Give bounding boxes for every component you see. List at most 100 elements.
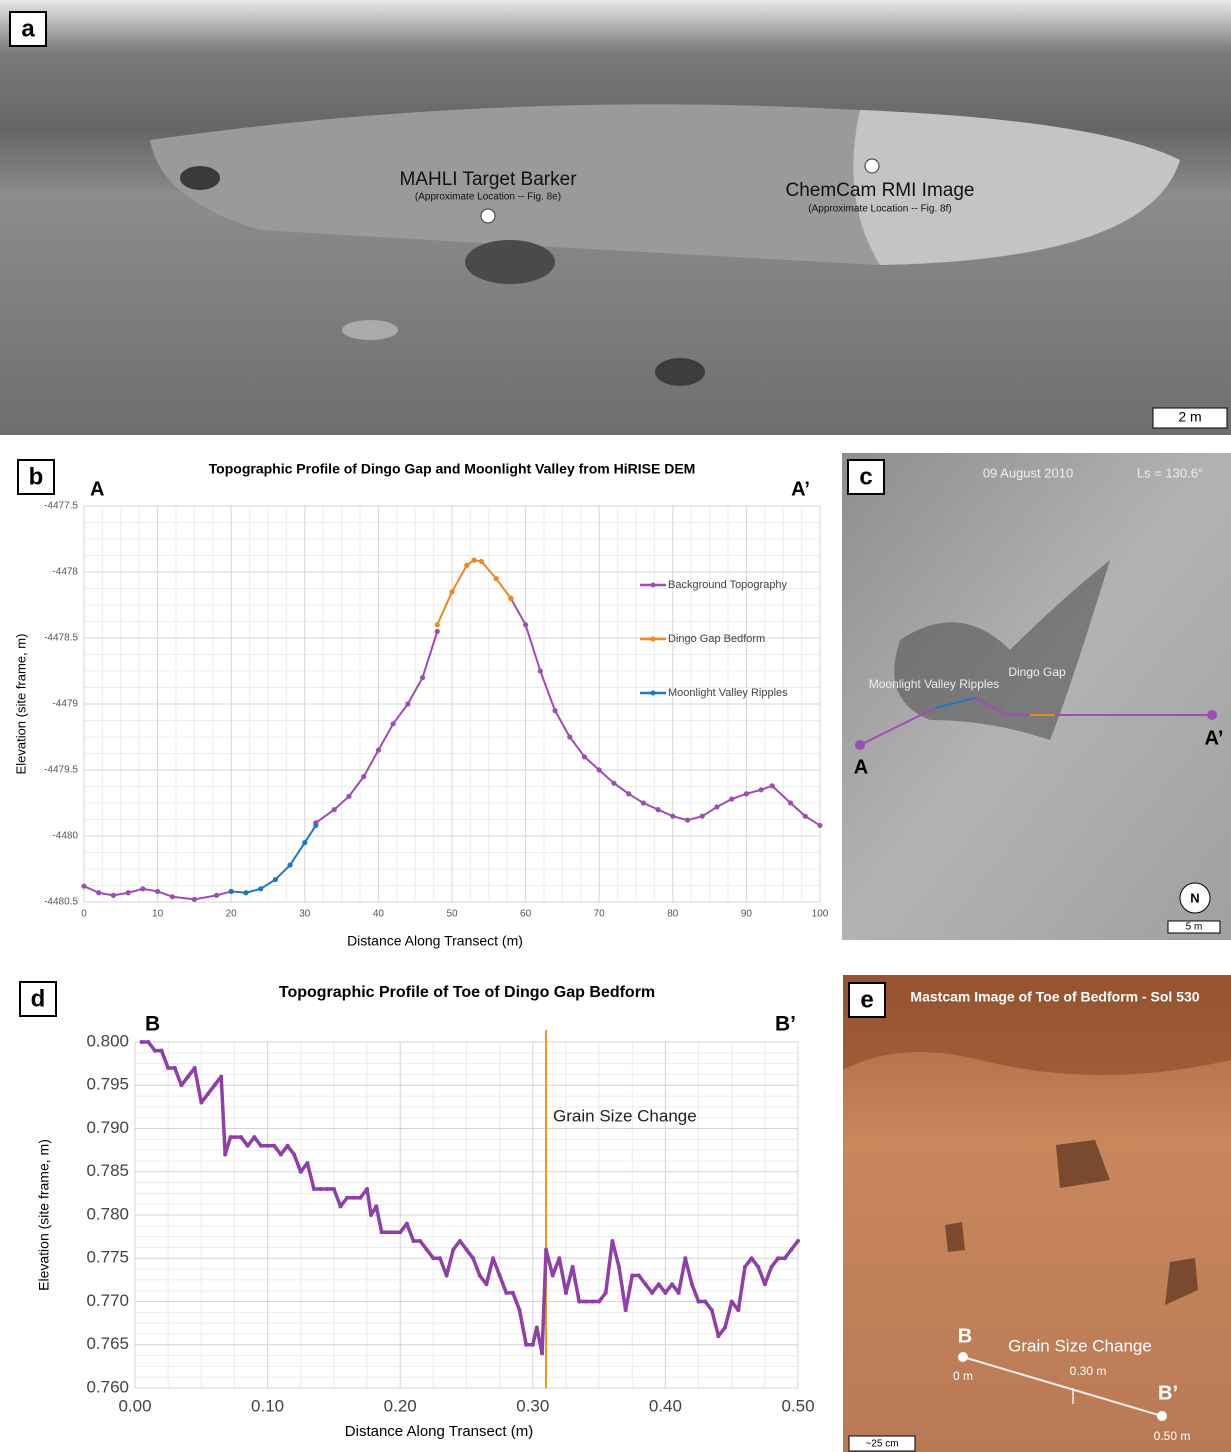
x-tick-label: 10 [152, 909, 164, 920]
distance-label: 0 m [953, 1369, 973, 1383]
data-point [405, 1222, 409, 1226]
y-tick-label: 0.765 [86, 1334, 129, 1353]
data-point [279, 1152, 283, 1156]
transect-end [1157, 1411, 1167, 1421]
x-tick-label: 60 [520, 909, 532, 920]
data-point [292, 1152, 296, 1156]
data-point [153, 1049, 157, 1053]
data-point [361, 774, 366, 779]
panel-label: e [860, 986, 873, 1013]
x-tick-label: 0.20 [384, 1396, 417, 1415]
data-point [258, 886, 263, 891]
data-point [564, 1291, 568, 1295]
data-point [524, 1343, 528, 1347]
data-point [213, 1083, 217, 1087]
data-point [677, 1291, 681, 1295]
transect-end-label: A [90, 478, 104, 500]
data-point [736, 1308, 740, 1312]
data-point [435, 629, 440, 634]
panel-c: c 09 August 2010 Ls = 130.6° Moonlight V… [842, 453, 1231, 940]
annotation: ChemCam RMI Image [786, 180, 975, 201]
data-point [663, 1291, 667, 1295]
transect-label: B’ [1158, 1382, 1178, 1404]
data-point [670, 1282, 674, 1286]
data-point [624, 1308, 628, 1312]
y-tick-label: 0.795 [86, 1075, 129, 1094]
y-tick-label: -4479 [52, 699, 78, 710]
data-point [743, 1265, 747, 1269]
scale-label: 5 m [1186, 922, 1203, 933]
data-point [199, 1101, 203, 1105]
x-axis-label: Distance Along Transect (m) [345, 1423, 533, 1440]
data-point [313, 823, 318, 828]
feature-label: Moonlight Valley Ripples [869, 677, 1000, 691]
data-point [346, 794, 351, 799]
y-tick-label: 0.780 [86, 1204, 129, 1223]
y-tick-label: -4477.5 [44, 501, 78, 512]
annotation: MAHLI Target Barker [399, 169, 577, 190]
rock [655, 358, 705, 386]
location-marker [481, 209, 495, 223]
transect-label: A’ [1205, 727, 1224, 749]
panel-label: d [31, 985, 46, 1012]
transect-end-label: A’ [791, 478, 810, 500]
panel-a: a MAHLI Target Barker (Approximate Locat… [0, 0, 1231, 435]
data-point [770, 783, 775, 788]
data-point [730, 1300, 734, 1304]
data-point [228, 1135, 232, 1139]
data-point [714, 804, 719, 809]
x-tick-label: 80 [667, 909, 679, 920]
data-point [272, 1144, 276, 1148]
x-tick-label: 0.50 [781, 1396, 814, 1415]
data-point [420, 675, 425, 680]
data-point [170, 894, 175, 899]
x-tick-label: 30 [299, 909, 311, 920]
data-point [479, 559, 484, 564]
data-point [584, 1300, 588, 1304]
scale-label: 2 m [1178, 409, 1201, 425]
data-point [140, 1040, 144, 1044]
data-point [538, 668, 543, 673]
data-point [285, 1144, 289, 1148]
annotation: Grain Size Change [1008, 1336, 1152, 1355]
data-point [508, 596, 513, 601]
x-tick-label: 0 [81, 909, 87, 920]
data-point [610, 1239, 614, 1243]
data-point [332, 807, 337, 812]
data-point [192, 897, 197, 902]
x-tick-label: 50 [446, 909, 458, 920]
data-point [438, 1256, 442, 1260]
panel-e: e Mastcam Image of Toe of Bedform - Sol … [843, 975, 1231, 1452]
data-point [703, 1300, 707, 1304]
y-tick-label: 0.775 [86, 1248, 129, 1267]
legend-label: Moonlight Valley Ripples [668, 687, 788, 699]
data-point [173, 1066, 177, 1070]
distance-label: 0.50 m [1154, 1429, 1191, 1443]
data-point [531, 1343, 535, 1347]
scale-label: ~25 cm [865, 1439, 898, 1450]
annotation-note: (Approximate Location -- Fig. 8e) [415, 192, 561, 203]
data-point [641, 800, 646, 805]
data-point [552, 708, 557, 713]
data-point [312, 1187, 316, 1191]
transect-end [1207, 710, 1217, 720]
x-tick-label: 20 [226, 909, 238, 920]
data-point [111, 893, 116, 898]
data-point [750, 1256, 754, 1260]
data-point [259, 1144, 263, 1148]
data-point [657, 1282, 661, 1286]
chart-title: Topographic Profile of Toe of Dingo Gap … [279, 984, 655, 1001]
data-point [551, 1274, 555, 1278]
transect-end-label: B [145, 1013, 160, 1036]
data-point [96, 890, 101, 895]
data-point [756, 1265, 760, 1269]
data-point [155, 889, 160, 894]
data-point [186, 1075, 190, 1079]
rock [945, 1222, 965, 1252]
x-tick-label: 40 [373, 909, 385, 920]
data-point [471, 558, 476, 563]
data-point [449, 589, 454, 594]
data-point [697, 1300, 701, 1304]
data-point [759, 787, 764, 792]
legend-swatch [651, 691, 656, 696]
